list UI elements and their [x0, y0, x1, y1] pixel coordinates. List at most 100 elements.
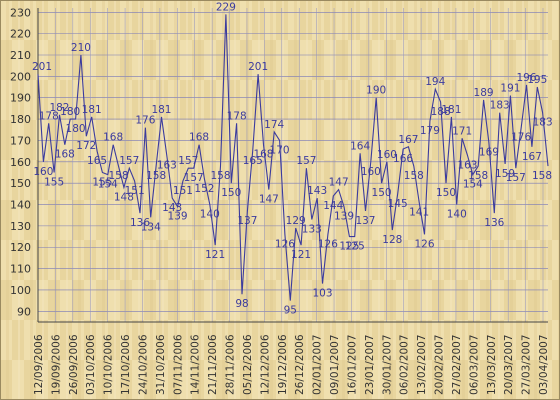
data-label: 126 [275, 238, 295, 250]
data-label: 181 [82, 104, 102, 116]
x-tick-label: 27/02/2007 [451, 334, 463, 395]
data-label: 158 [109, 170, 129, 182]
data-label: 171 [452, 125, 472, 137]
data-label: 179 [420, 125, 440, 137]
data-label: 158 [404, 170, 424, 182]
data-label: 141 [409, 206, 429, 218]
data-label: 103 [313, 288, 333, 300]
data-label: 128 [382, 234, 402, 246]
data-label: 140 [447, 209, 467, 221]
data-label: 189 [474, 87, 494, 99]
data-label: 201 [248, 61, 268, 73]
y-tick-label: 230 [10, 6, 31, 19]
data-label: 126 [415, 238, 435, 250]
data-label: 95 [284, 305, 297, 317]
x-tick-label: 20/03/2007 [503, 334, 515, 395]
y-tick-label: 190 [10, 92, 31, 105]
x-tick-label: 19/09/2006 [50, 334, 62, 395]
x-tick-label: 13/02/2007 [416, 334, 428, 395]
data-label: 210 [71, 42, 91, 54]
x-tick-label: 28/11/2006 [225, 334, 237, 395]
data-label: 121 [205, 249, 225, 261]
x-tick-label: 05/12/2006 [242, 334, 254, 395]
data-label: 168 [253, 149, 273, 161]
data-label: 136 [130, 217, 150, 229]
data-label: 158 [468, 170, 488, 182]
data-label: 182 [49, 102, 69, 114]
y-tick-label: 130 [10, 220, 31, 233]
data-label: 158 [532, 170, 552, 182]
data-label: 166 [393, 153, 413, 165]
data-label: 129 [286, 215, 306, 227]
x-tick-label: 10/10/2006 [103, 334, 115, 395]
data-label: 178 [39, 110, 59, 122]
data-label: 154 [98, 179, 118, 191]
data-label: 150 [372, 187, 392, 199]
y-tick-label: 180 [10, 113, 31, 126]
data-label: 176 [511, 132, 531, 144]
data-label: 147 [329, 177, 349, 189]
y-tick-label: 120 [10, 241, 31, 254]
data-label: 195 [527, 74, 547, 86]
x-tick-label: 06/02/2007 [399, 334, 411, 395]
data-label: 201 [32, 61, 52, 73]
x-tick-label: 12/09/2006 [33, 334, 45, 395]
data-label: 157 [178, 155, 198, 167]
data-label: 181 [441, 104, 461, 116]
data-label: 188 [431, 106, 451, 118]
data-label: 181 [151, 104, 171, 116]
data-label: 172 [76, 140, 96, 152]
data-label: 157 [296, 155, 316, 167]
data-label: 125 [345, 241, 365, 253]
y-tick-label: 200 [10, 70, 31, 83]
y-tick-label: 90 [17, 305, 31, 318]
data-label: 165 [87, 155, 107, 167]
x-tick-label: 26/09/2006 [68, 334, 80, 395]
data-label: 143 [162, 202, 182, 214]
x-tick-label: 24/10/2006 [137, 334, 149, 395]
data-label: 155 [92, 176, 112, 188]
series-line [37, 14, 549, 301]
data-label: 152 [194, 183, 214, 195]
data-label: 155 [44, 176, 64, 188]
x-tick-label: 17/10/2006 [120, 334, 132, 395]
data-label: 180 [60, 106, 80, 118]
data-label: 169 [479, 147, 499, 159]
data-label: 133 [302, 223, 322, 235]
x-tick-label-layer: 12/09/2006 19/09/2006 26/09/2006 03/10/2006… [33, 334, 550, 395]
x-tick-label: 16/01/2007 [346, 334, 358, 395]
data-label: 139 [334, 211, 354, 223]
x-tick-label: 19/12/2006 [277, 334, 289, 395]
data-label: 137 [355, 215, 375, 227]
y-tick-label: 110 [10, 263, 31, 276]
data-label: 160 [33, 166, 53, 178]
data-label: 191 [500, 83, 520, 95]
data-label: 126 [318, 238, 338, 250]
data-label: 158 [146, 170, 166, 182]
data-label: 190 [366, 85, 386, 97]
data-label: 157 [506, 172, 526, 184]
x-tick-label: 07/11/2006 [172, 334, 184, 395]
data-label: 160 [361, 166, 381, 178]
x-tick-label: 26/12/2006 [294, 334, 306, 395]
data-label: 163 [157, 159, 177, 171]
x-tick-label: 21/11/2006 [207, 334, 219, 395]
data-label: 164 [350, 140, 370, 152]
data-label: 151 [173, 185, 193, 197]
y-tick-label: 160 [10, 156, 31, 169]
data-label: 194 [425, 76, 445, 88]
data-label: 174 [264, 119, 284, 131]
data-label: 180 [66, 123, 86, 135]
x-tick-label: 30/01/2007 [381, 334, 393, 395]
series-layer [37, 14, 549, 301]
data-label: 147 [259, 194, 279, 206]
data-label: 163 [457, 159, 477, 171]
y-tick-label: 220 [10, 28, 31, 41]
y-tick-label: 100 [10, 284, 31, 297]
x-tick-label: 03/10/2006 [85, 334, 97, 395]
data-label: 168 [55, 149, 75, 161]
data-label: 154 [463, 179, 483, 191]
x-tick-label: 06/03/2007 [468, 334, 480, 395]
data-label: 168 [103, 132, 123, 144]
